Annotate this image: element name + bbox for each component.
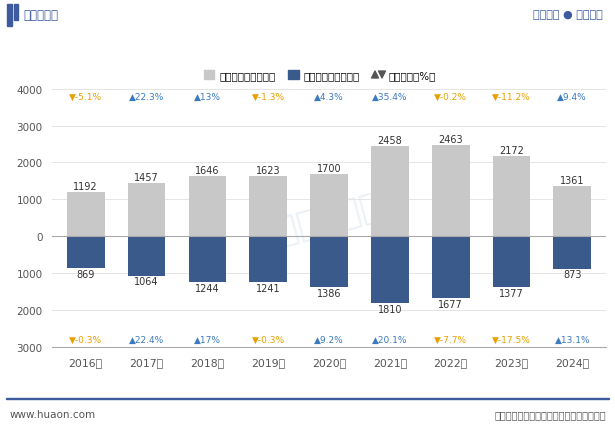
Bar — [67, 237, 105, 269]
Text: ▲4.3%: ▲4.3% — [314, 92, 344, 101]
Text: ▲35.4%: ▲35.4% — [372, 92, 408, 101]
Legend: 出口总额（亿美元）, 进口总额（亿美元）, 同比增速（%）: 出口总额（亿美元）, 进口总额（亿美元）, 同比增速（%） — [200, 66, 440, 85]
Text: ▼-0.3%: ▼-0.3% — [69, 335, 102, 344]
Text: 1064: 1064 — [134, 277, 159, 287]
Text: 1192: 1192 — [73, 182, 98, 192]
Text: ▲13.1%: ▲13.1% — [555, 335, 590, 344]
Text: 1377: 1377 — [499, 288, 524, 298]
Text: 1244: 1244 — [195, 283, 220, 294]
Text: 2463: 2463 — [438, 135, 463, 145]
Text: 1361: 1361 — [560, 176, 585, 186]
Text: ▲17%: ▲17% — [194, 335, 221, 344]
Text: 1457: 1457 — [134, 172, 159, 182]
Text: ▼-17.5%: ▼-17.5% — [492, 335, 531, 344]
Text: ▼-5.1%: ▼-5.1% — [69, 92, 102, 101]
Bar — [371, 146, 409, 237]
Text: ▼-1.3%: ▼-1.3% — [252, 92, 285, 101]
Text: ▲13%: ▲13% — [194, 92, 221, 101]
Text: 2458: 2458 — [378, 135, 402, 145]
Text: ▼-7.7%: ▼-7.7% — [434, 335, 467, 344]
Text: ▼-0.3%: ▼-0.3% — [252, 335, 285, 344]
Bar — [128, 237, 165, 276]
Text: ▲22.3%: ▲22.3% — [129, 92, 164, 101]
Bar — [432, 237, 469, 299]
Bar — [14, 5, 18, 21]
Text: ▲9.2%: ▲9.2% — [314, 335, 344, 344]
Text: ▼-11.2%: ▼-11.2% — [492, 92, 531, 101]
Text: 1623: 1623 — [256, 166, 280, 176]
Text: 专业严谨 ● 客观科学: 专业严谨 ● 客观科学 — [533, 10, 603, 20]
Text: www.huaon.com: www.huaon.com — [9, 409, 95, 419]
Text: ▼-0.2%: ▼-0.2% — [434, 92, 467, 101]
Bar — [249, 177, 287, 237]
Bar — [249, 237, 287, 282]
Text: 1386: 1386 — [317, 289, 341, 299]
Bar — [189, 176, 226, 237]
Text: 873: 873 — [563, 270, 582, 280]
Bar — [128, 183, 165, 237]
Text: 1241: 1241 — [256, 283, 280, 294]
Text: 2172: 2172 — [499, 146, 524, 156]
Text: 869: 869 — [76, 270, 95, 279]
Text: 1646: 1646 — [195, 165, 220, 175]
Bar — [554, 237, 591, 269]
Text: 资料来源：中国海关；华经产业研究院整理: 资料来源：中国海关；华经产业研究院整理 — [494, 409, 606, 419]
Bar — [7, 5, 12, 27]
Text: 1810: 1810 — [378, 304, 402, 314]
Text: 1700: 1700 — [317, 163, 341, 173]
Bar — [310, 174, 348, 237]
Text: ▲22.4%: ▲22.4% — [129, 335, 164, 344]
Bar — [432, 146, 469, 237]
Text: 华经情报网: 华经情报网 — [23, 9, 58, 22]
Bar — [189, 237, 226, 282]
Bar — [493, 157, 530, 237]
Text: 1677: 1677 — [438, 299, 463, 309]
Text: 2016-2024年7月高新技术产业开发区进、出口额: 2016-2024年7月高新技术产业开发区进、出口额 — [167, 40, 448, 58]
Bar — [371, 237, 409, 303]
Bar — [554, 187, 591, 237]
Bar — [67, 193, 105, 237]
Bar — [493, 237, 530, 288]
Text: 华经产业研究院: 华经产业研究院 — [252, 182, 407, 254]
Text: ▲20.1%: ▲20.1% — [372, 335, 408, 344]
Bar — [310, 237, 348, 288]
Text: ▲9.4%: ▲9.4% — [557, 92, 587, 101]
Bar — [6, 398, 609, 399]
